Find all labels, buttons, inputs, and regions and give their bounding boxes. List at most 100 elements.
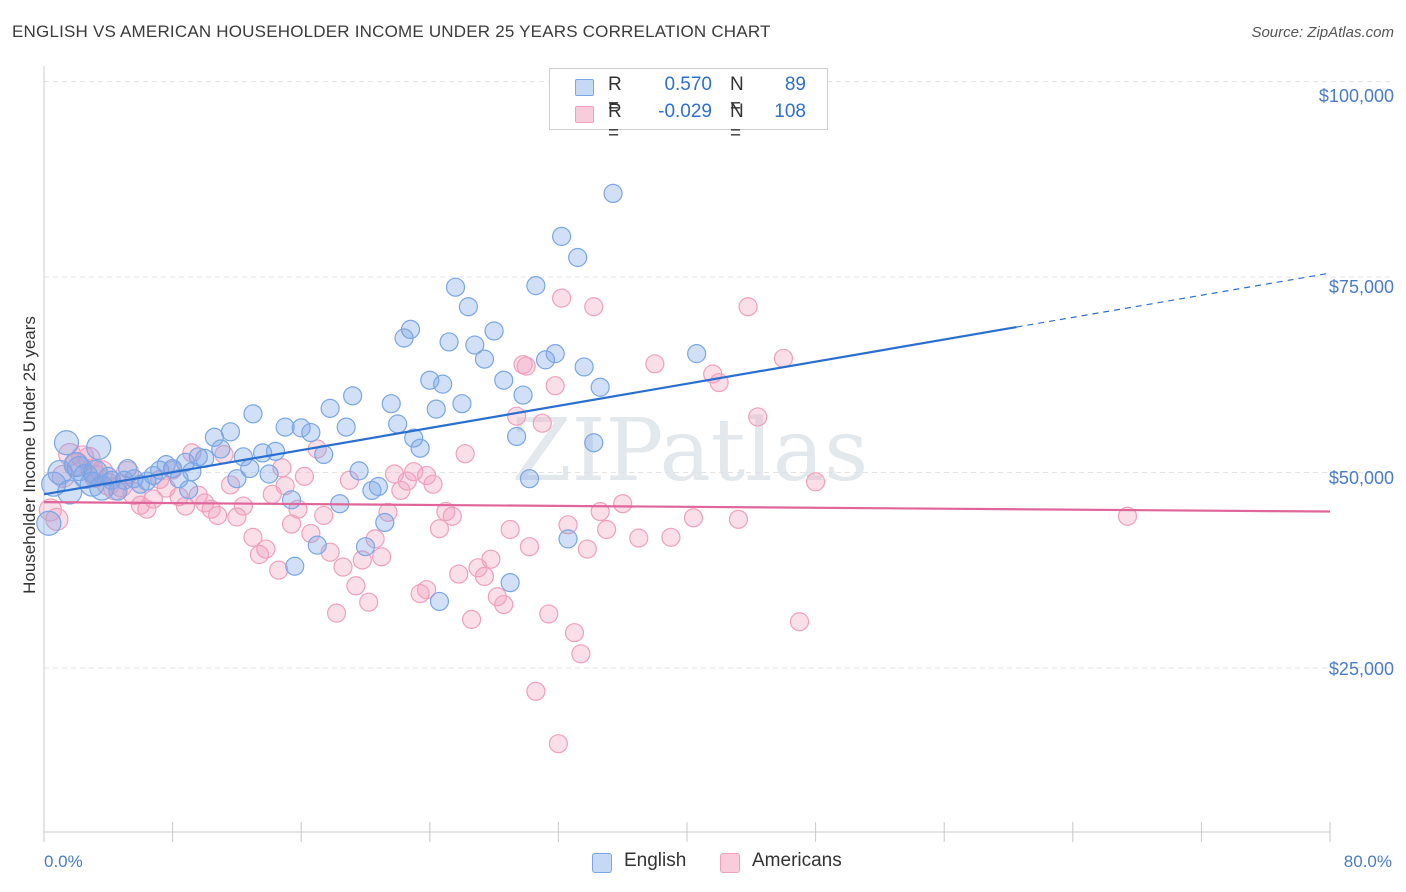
americans-point — [558, 515, 578, 535]
americans-point — [629, 528, 649, 548]
americans-point — [548, 734, 569, 754]
americans-point — [346, 576, 366, 596]
series-americans — [38, 288, 1138, 754]
english-point — [507, 426, 527, 447]
english-point — [584, 433, 604, 453]
english-point — [291, 418, 311, 438]
americans-point — [333, 557, 353, 577]
english-point — [188, 447, 208, 467]
english-point — [355, 537, 376, 557]
english-point — [513, 385, 533, 405]
americans-point — [45, 507, 69, 531]
english-point — [53, 430, 80, 456]
legend-label: English — [624, 850, 687, 871]
english-point — [368, 476, 388, 497]
americans-point — [233, 496, 253, 516]
americans-point — [500, 519, 520, 540]
english-point — [227, 469, 247, 489]
english-point — [426, 399, 446, 419]
english-point — [458, 297, 478, 317]
americans-point — [481, 549, 501, 569]
americans-point — [449, 564, 469, 584]
english-trend-extension — [1016, 272, 1331, 328]
english-point — [484, 321, 504, 341]
english-point — [400, 319, 421, 340]
x-tick-label: 0.0% — [44, 852, 83, 871]
americans-point — [513, 354, 533, 375]
english-point — [243, 404, 263, 424]
r-label: R = — [608, 74, 622, 117]
americans-point — [645, 354, 665, 374]
americans-point — [326, 603, 347, 623]
americans-point — [564, 623, 585, 643]
r-value: -0.029 — [658, 101, 712, 122]
americans-point — [359, 592, 379, 612]
english-point — [433, 374, 453, 394]
english-point — [494, 370, 514, 390]
english-point — [519, 469, 540, 489]
english-point — [117, 458, 138, 479]
americans-point — [773, 348, 794, 368]
r-label: R = — [608, 101, 622, 144]
y-axis-label: Householder Income Under 25 years — [20, 316, 39, 594]
n-label: N = — [730, 74, 744, 117]
americans-trend-line — [43, 501, 1331, 513]
english-point — [220, 422, 241, 442]
americans-swatch — [575, 106, 594, 123]
americans-point — [301, 523, 321, 544]
english-point — [687, 344, 707, 364]
english-point — [552, 226, 572, 246]
english-point — [275, 417, 295, 437]
english-point — [474, 349, 495, 369]
english-point — [381, 394, 401, 414]
americans-point — [391, 480, 411, 501]
americans-point — [507, 406, 527, 426]
english-point — [429, 591, 450, 612]
americans-point — [314, 505, 334, 526]
series-english — [36, 183, 707, 612]
english-trend-line — [43, 325, 1017, 496]
americans-point — [455, 444, 475, 464]
americans-point — [552, 288, 572, 308]
n-label: N = — [730, 101, 744, 144]
americans-point — [584, 297, 604, 317]
americans-point — [208, 505, 228, 526]
americans-point — [577, 539, 597, 559]
english-point — [265, 441, 286, 461]
chart-source: Source: ZipAtlas.com — [1251, 24, 1394, 41]
english-point — [375, 512, 395, 533]
english-point — [41, 471, 67, 497]
y-tick-label: $25,000 — [1328, 659, 1394, 679]
americans-point — [571, 644, 591, 664]
americans-point — [461, 609, 482, 629]
english-point — [590, 377, 610, 397]
english-point — [301, 422, 321, 443]
americans-point — [789, 612, 810, 632]
trend-lines — [43, 272, 1331, 513]
americans-point — [175, 496, 196, 516]
n-value: 89 — [784, 74, 806, 95]
americans-point — [404, 462, 424, 482]
n-value: 108 — [774, 101, 806, 122]
english-point — [307, 535, 327, 555]
americans-point — [1117, 506, 1138, 526]
americans-point — [683, 508, 704, 528]
americans-point — [661, 527, 681, 547]
americans-point — [613, 494, 633, 514]
americans-point — [397, 471, 417, 491]
americans-point — [416, 465, 437, 486]
americans-point — [738, 297, 758, 317]
english-point — [420, 370, 440, 390]
americans-point — [269, 560, 289, 580]
x-ticks — [43, 822, 1331, 842]
english-point — [500, 573, 520, 593]
americans-point — [519, 537, 540, 557]
americans-point — [487, 587, 507, 607]
americans-swatch — [720, 853, 740, 873]
americans-point — [474, 566, 495, 587]
legend-label: Americans — [752, 850, 842, 871]
americans-point — [429, 519, 450, 539]
y-tick-label: $50,000 — [1328, 468, 1394, 488]
english-point — [240, 458, 260, 479]
